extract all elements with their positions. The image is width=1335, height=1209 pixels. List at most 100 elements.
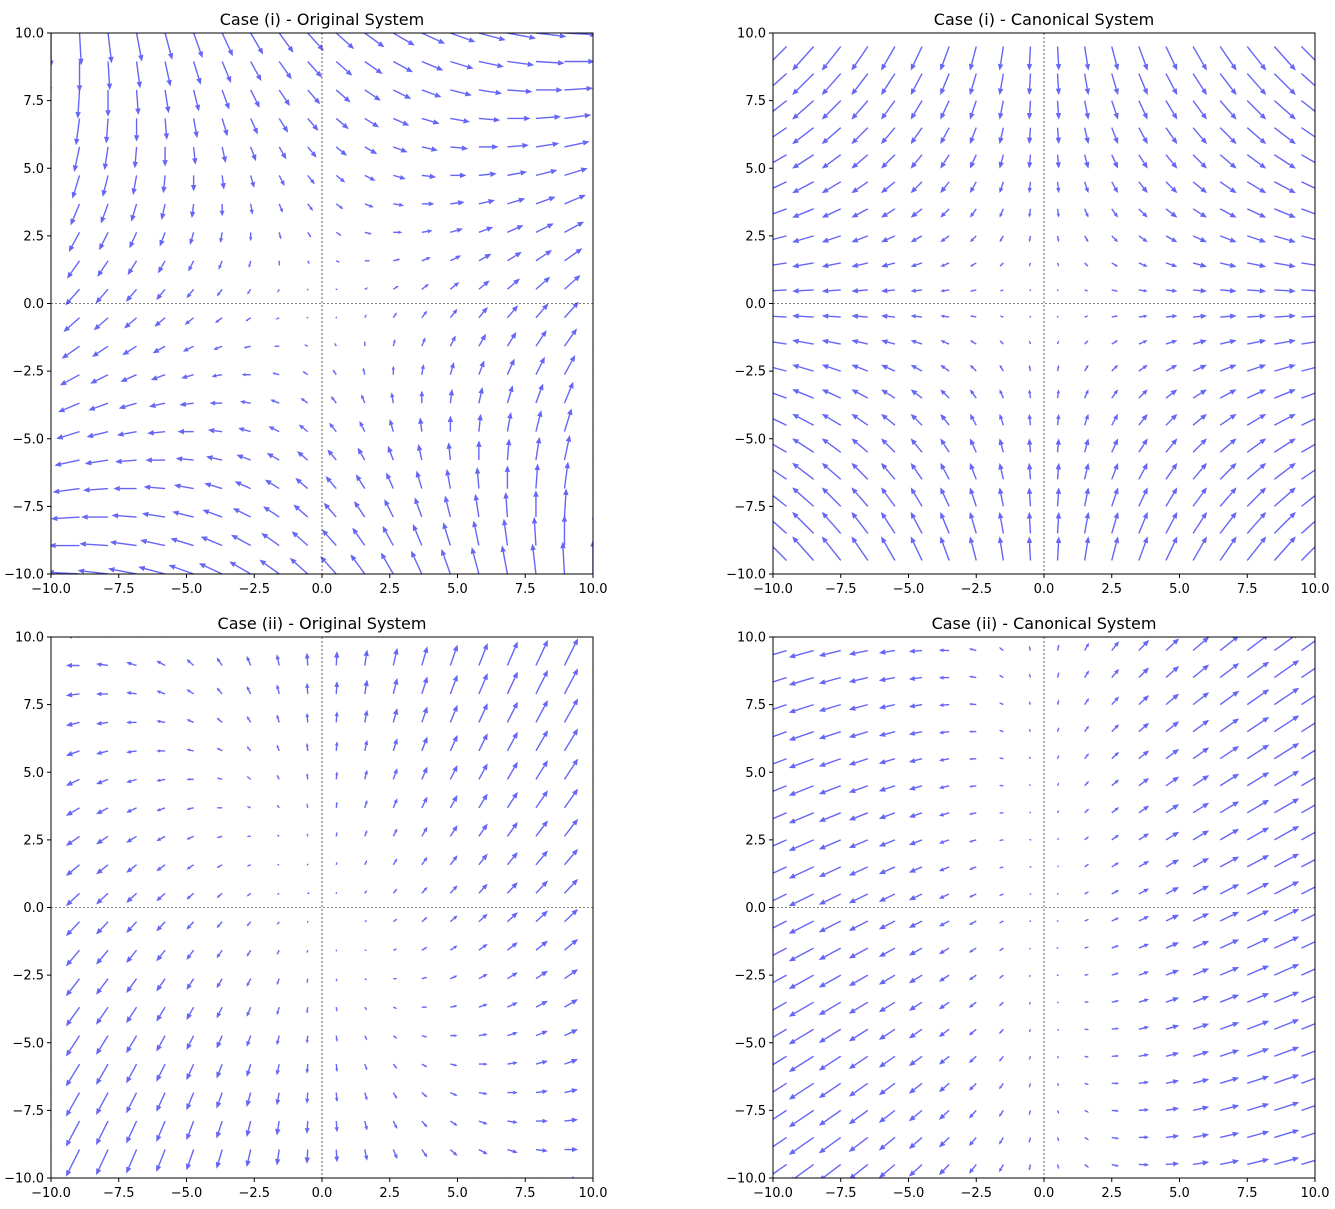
quiver-arrow — [851, 262, 869, 268]
quiver-arrow — [1165, 1051, 1180, 1057]
quiver-arrow — [393, 948, 398, 951]
quiver-arrow — [392, 1092, 398, 1099]
quiver-arrow — [478, 1033, 488, 1037]
quiver-arrow — [1246, 827, 1270, 841]
quiver-arrow — [414, 497, 423, 518]
quiver-arrow — [535, 410, 543, 432]
quiver-arrow — [938, 920, 950, 927]
y-tick-label: −2.5 — [12, 969, 44, 984]
quiver-arrow — [1138, 1108, 1150, 1112]
quiver-arrow — [535, 383, 544, 404]
quiver-arrow — [96, 864, 109, 875]
quiver-arrow — [938, 1163, 950, 1176]
quiver-arrow — [72, 146, 81, 172]
quiver-arrow — [1165, 438, 1178, 453]
quiver-arrow — [1138, 860, 1150, 868]
quiver-arrow — [848, 1001, 869, 1014]
quiver-arrow — [421, 1034, 428, 1038]
quiver-arrow — [1138, 462, 1148, 480]
quiver-arrow — [563, 878, 579, 894]
quiver-arrow — [1029, 289, 1032, 292]
quiver-arrow — [296, 451, 309, 461]
quiver-arrow — [910, 181, 923, 194]
quiver-arrow — [938, 1028, 950, 1037]
quiver-arrow — [821, 235, 841, 243]
quiver-arrow — [1083, 73, 1091, 96]
quiver-arrow — [998, 1001, 1004, 1007]
quiver-arrow — [1084, 208, 1089, 218]
quiver-arrow — [393, 230, 403, 235]
quiver-arrow — [1165, 1079, 1180, 1085]
quiver-arrow — [773, 208, 787, 215]
quiver-arrow — [1246, 661, 1270, 679]
quiver-arrow — [1274, 1101, 1300, 1112]
quiver-arrow — [998, 1109, 1004, 1117]
quiver-arrow — [1246, 208, 1267, 218]
quiver-arrow — [1247, 262, 1267, 269]
quiver-arrow — [304, 1121, 310, 1134]
quiver-arrow — [116, 430, 137, 437]
quiver-arrow — [306, 803, 309, 808]
quiver-arrow — [122, 345, 137, 356]
quiver-arrow — [1300, 520, 1315, 534]
quiver-arrow — [161, 175, 167, 194]
quiver-arrow — [192, 637, 194, 638]
y-tick-label: −5.0 — [734, 1036, 766, 1051]
quiver-arrow — [204, 482, 223, 490]
x-tick-label: 5.0 — [447, 582, 468, 597]
quiver-arrow — [851, 339, 869, 345]
quiver-arrow — [1273, 487, 1296, 507]
quiver-arrow — [216, 806, 223, 809]
quiver-arrow — [1192, 262, 1207, 268]
quiver-arrow — [1111, 462, 1119, 480]
quiver-arrow — [51, 146, 52, 150]
quiver-arrow — [592, 429, 593, 432]
quiver-arrow — [276, 804, 280, 809]
x-axis: −10.0 −7.5 −5.0 −2.5 0.0 2.5 5.0 7.5 10.0 — [31, 1178, 607, 1201]
quiver-arrow — [564, 939, 579, 951]
quiver-arrow — [878, 839, 896, 847]
quiver-arrow — [259, 559, 280, 574]
quiver-arrow — [1301, 392, 1315, 399]
quiver-arrow — [592, 1006, 593, 1008]
quiver-arrow — [878, 1163, 896, 1178]
quiver-arrow — [878, 730, 896, 737]
quiver-arrow — [82, 487, 109, 493]
quiver-arrow — [59, 374, 80, 386]
quiver-arrow — [821, 389, 842, 399]
quiver-arrow — [336, 1177, 337, 1178]
quiver-arrow — [507, 972, 518, 980]
quiver-arrow — [478, 144, 499, 150]
quiver-arrow — [192, 118, 199, 139]
quiver-arrow — [818, 1001, 842, 1016]
quiver-arrow — [1301, 443, 1315, 453]
quiver-arrow — [1301, 886, 1315, 895]
quiver-arrow — [478, 1003, 488, 1008]
quiver-arrow — [968, 702, 977, 706]
quiver-arrow — [940, 208, 950, 218]
quiver-arrow — [1056, 1137, 1060, 1142]
quiver-arrow — [449, 674, 458, 695]
quiver-arrow — [773, 1082, 787, 1093]
quiver-arrow — [1084, 753, 1090, 760]
quiver-arrow — [969, 73, 977, 96]
quiver-arrow — [1083, 487, 1090, 507]
quiver-arrow — [1084, 891, 1090, 895]
quiver-arrow — [1138, 487, 1148, 507]
quiver-arrow — [535, 760, 548, 780]
quiver-arrow — [792, 462, 815, 480]
quiver-arrow — [307, 203, 314, 212]
quiver-arrow — [185, 1149, 195, 1171]
quiver-arrow — [1192, 802, 1210, 814]
quiver-arrow — [592, 231, 593, 233]
quiver-arrow — [361, 394, 366, 404]
quiver-arrow — [449, 282, 460, 290]
quiver-arrow — [940, 181, 950, 194]
quiver-arrow — [878, 974, 896, 985]
quiver-arrow — [164, 61, 172, 87]
quiver-arrow — [1219, 511, 1237, 534]
quiver-arrow — [878, 676, 896, 683]
quiver-arrow — [111, 513, 137, 519]
quiver-arrow — [478, 280, 490, 290]
